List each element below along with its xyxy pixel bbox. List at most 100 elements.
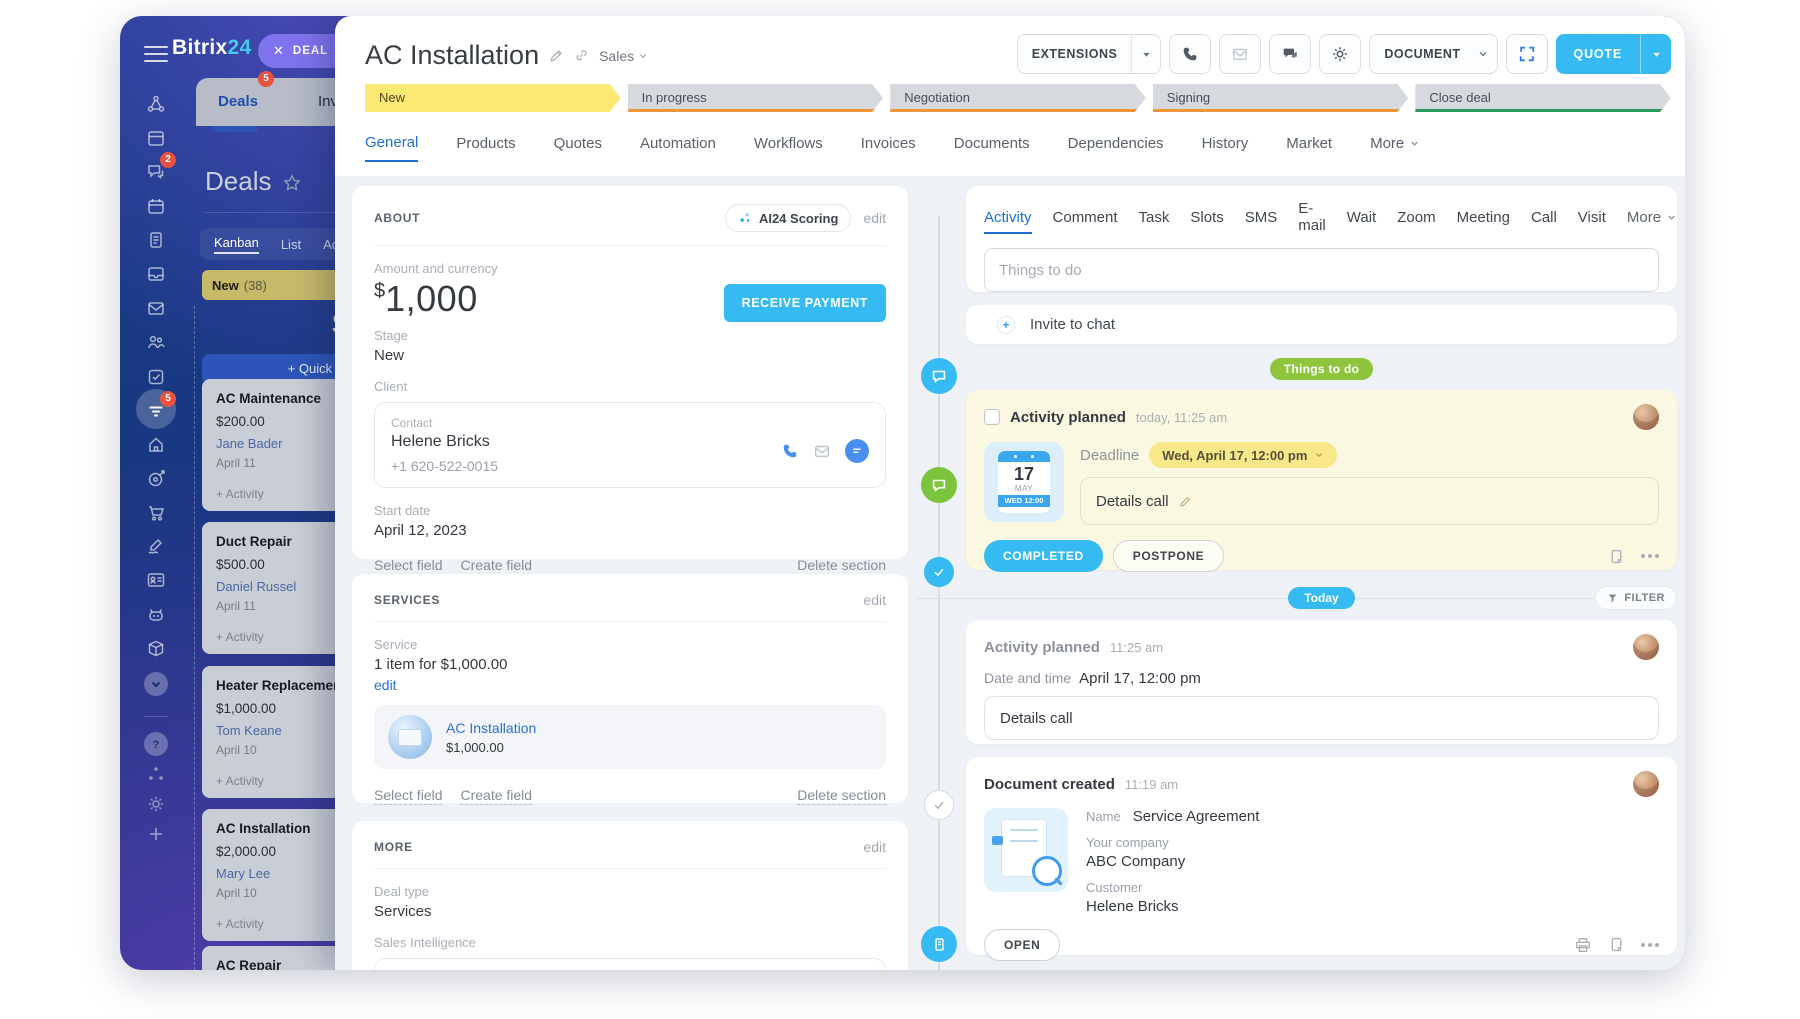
favorite-star-icon[interactable]: [282, 173, 302, 193]
crm-icon[interactable]: [144, 399, 168, 423]
tab-automation[interactable]: Automation: [639, 135, 716, 152]
timeline-tab-slots[interactable]: Slots: [1190, 208, 1224, 226]
open-document-button[interactable]: OPEN: [984, 928, 1061, 961]
delete-section-link[interactable]: Delete section: [797, 557, 886, 575]
timeline-tab-call[interactable]: Call: [1530, 208, 1557, 226]
tab-market[interactable]: Market: [1286, 135, 1333, 152]
mail-icon[interactable]: [144, 296, 168, 320]
start-date-value[interactable]: April 12, 2023: [374, 522, 467, 539]
market-box-icon[interactable]: [144, 637, 168, 661]
product-row[interactable]: AC Installation $1,000.00: [374, 705, 886, 769]
view-kanban[interactable]: Kanban: [214, 235, 259, 254]
feed-icon[interactable]: [144, 126, 168, 150]
activity-subject-field[interactable]: Details call: [1080, 477, 1659, 525]
select-field-link[interactable]: Select field: [374, 557, 443, 575]
bitrix24-logo[interactable]: Bitrix24: [172, 36, 252, 59]
tab-documents[interactable]: Documents: [953, 135, 1030, 152]
sites-icon[interactable]: [144, 262, 168, 286]
add-plus-icon[interactable]: +: [998, 316, 1014, 333]
timeline-tab-comment[interactable]: Comment: [1052, 208, 1118, 226]
document-thumbnail[interactable]: [984, 808, 1068, 892]
note-icon[interactable]: [1608, 548, 1625, 565]
deal-type-value[interactable]: Services: [374, 903, 432, 920]
stage-signing[interactable]: Signing: [1153, 84, 1409, 112]
edit-pencil-icon[interactable]: [1179, 495, 1192, 508]
create-field-link[interactable]: Create field: [460, 557, 533, 575]
completed-button[interactable]: COMPLETED: [984, 540, 1103, 572]
more-actions-icon[interactable]: [1641, 554, 1659, 558]
quote-button[interactable]: QUOTE: [1555, 34, 1671, 74]
tab-more[interactable]: More: [1370, 135, 1420, 161]
pipeline-selector[interactable]: Sales: [599, 48, 648, 64]
stage-negotiation[interactable]: Negotiation: [890, 84, 1146, 112]
timeline-tab-wait[interactable]: Wait: [1346, 208, 1377, 226]
share-icon[interactable]: [144, 762, 168, 786]
sign-pen-icon[interactable]: [144, 534, 168, 558]
stage-close-deal[interactable]: Close deal: [1415, 84, 1671, 112]
chat-button[interactable]: [1269, 34, 1312, 74]
more-actions-icon[interactable]: [1641, 942, 1659, 947]
link-icon[interactable]: [574, 48, 589, 63]
stage-value[interactable]: New: [374, 347, 405, 364]
receive-payment-button[interactable]: RECEIVE PAYMENT: [723, 284, 886, 322]
activity-checkbox[interactable]: [984, 409, 1000, 425]
pulse-icon[interactable]: [144, 92, 168, 116]
calendar-icon[interactable]: [144, 194, 168, 218]
collapse-chevron-icon[interactable]: [144, 672, 168, 696]
chevron-down-icon[interactable]: [1132, 49, 1160, 60]
about-edit-link[interactable]: edit: [863, 210, 886, 226]
tab-deals[interactable]: Deals: [218, 93, 259, 110]
sales-cart-icon[interactable]: [144, 501, 168, 525]
tab-general[interactable]: General: [365, 134, 419, 162]
call-contact-icon[interactable]: [781, 442, 799, 460]
settings-gear-icon[interactable]: [144, 792, 168, 816]
email-contact-icon[interactable]: [813, 442, 831, 460]
activity-subject-field[interactable]: Details call: [984, 696, 1659, 740]
client-card[interactable]: Contact Helene Bricks +1 620-522-0015: [374, 402, 886, 488]
tab-workflows[interactable]: Workflows: [753, 135, 823, 152]
timeline-tab-meeting[interactable]: Meeting: [1456, 208, 1510, 226]
expand-slider-button[interactable]: [1505, 34, 1548, 74]
tab-invoices[interactable]: Invoices: [860, 135, 916, 152]
tab-history[interactable]: History: [1201, 135, 1249, 152]
filter-button[interactable]: FILTER: [1595, 586, 1677, 610]
stage-in-progress[interactable]: In progress: [628, 84, 884, 112]
product-name-link[interactable]: AC Installation: [446, 719, 537, 736]
extensions-button[interactable]: EXTENSIONS: [1016, 34, 1162, 74]
things-to-do-input[interactable]: [984, 248, 1659, 292]
tab-products[interactable]: Products: [456, 135, 516, 152]
tasks-icon[interactable]: [144, 365, 168, 389]
close-icon[interactable]: ✕: [273, 43, 284, 58]
stage-new[interactable]: New: [365, 84, 621, 112]
timeline-tab-visit[interactable]: Visit: [1577, 208, 1606, 226]
help-icon[interactable]: ?: [144, 732, 168, 756]
chevron-down-icon[interactable]: [1641, 49, 1671, 60]
create-field-link[interactable]: Create field: [460, 787, 533, 805]
timeline-tab-task[interactable]: Task: [1138, 208, 1170, 226]
store-icon[interactable]: [144, 433, 168, 457]
add-plus-icon[interactable]: [144, 822, 168, 846]
edit-title-pencil-icon[interactable]: [549, 48, 564, 63]
marketing-target-icon[interactable]: [144, 467, 168, 491]
menu-hamburger-icon[interactable]: [144, 46, 168, 64]
view-list[interactable]: List: [280, 236, 302, 252]
note-icon[interactable]: [1608, 936, 1625, 953]
invite-to-chat-row[interactable]: + Invite to chat: [966, 305, 1677, 344]
delete-section-link[interactable]: Delete section: [797, 787, 886, 805]
timeline-tab-more[interactable]: More: [1627, 209, 1677, 226]
timeline-tab-email[interactable]: E-mail: [1298, 200, 1326, 234]
contact-name[interactable]: Helene Bricks: [391, 433, 490, 450]
automation-robot-icon[interactable]: [144, 603, 168, 627]
document-button[interactable]: DOCUMENT: [1369, 34, 1498, 74]
select-field-link[interactable]: Select field: [374, 787, 443, 805]
ai24-scoring-button[interactable]: AI24 Scoring: [724, 204, 852, 232]
employees-icon[interactable]: [144, 330, 168, 354]
postpone-button[interactable]: POSTPONE: [1112, 540, 1225, 572]
settings-gear-icon[interactable]: [1319, 34, 1362, 74]
contact-center-icon[interactable]: [144, 568, 168, 592]
timeline-tab-zoom[interactable]: Zoom: [1397, 208, 1436, 226]
documents-icon[interactable]: [144, 228, 168, 252]
messenger-icon[interactable]: [144, 160, 168, 184]
tab-quotes[interactable]: Quotes: [553, 135, 602, 152]
sales-intelligence-source[interactable]: Instagram: [374, 958, 886, 970]
